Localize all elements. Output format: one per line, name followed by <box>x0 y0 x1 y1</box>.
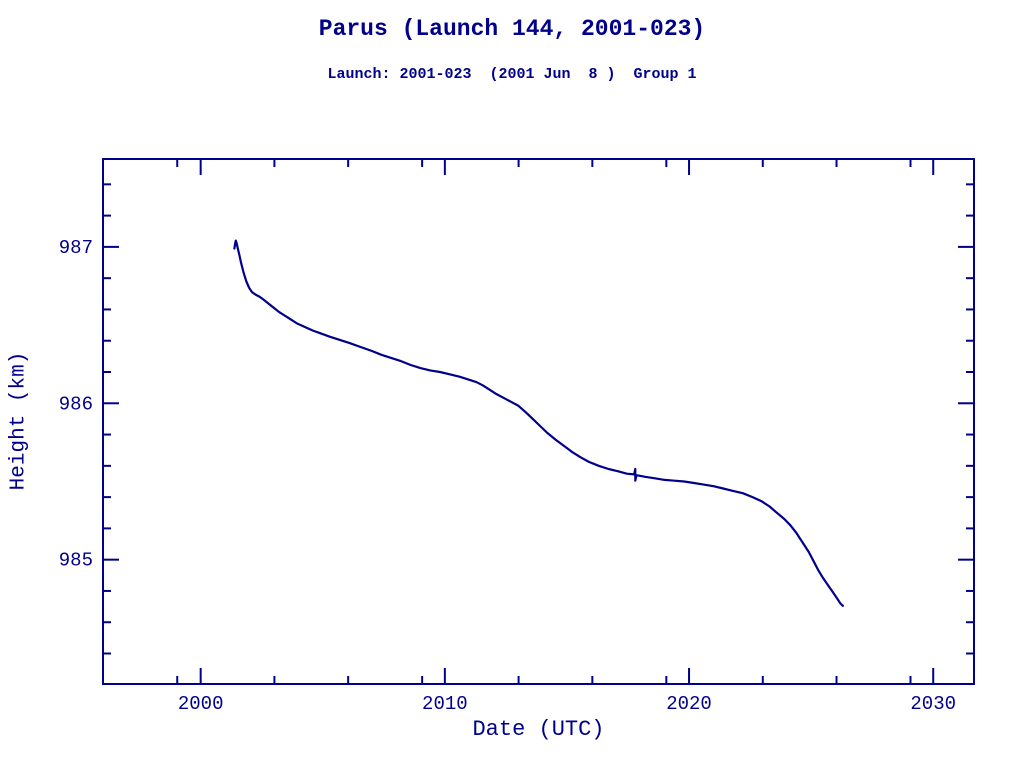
plot-frame <box>102 158 975 685</box>
y-tick-label: 985 <box>59 550 93 572</box>
x-tick-label: 2010 <box>422 693 468 715</box>
chart-title: Parus (Launch 144, 2001-023) <box>318 16 706 42</box>
y-tick-label: 986 <box>59 393 93 415</box>
x-axis-label: Date (UTC) <box>472 717 605 742</box>
x-tick-label: 2000 <box>178 693 224 715</box>
y-axis-label: Height (km) <box>7 351 31 491</box>
x-tick-label: 2030 <box>910 693 956 715</box>
height-curve <box>233 239 844 607</box>
x-tick-label: 2020 <box>666 693 712 715</box>
chart-subtitle: Launch: 2001-023 (2001 Jun 8 ) Group 1 <box>327 66 697 83</box>
y-tick-label: 987 <box>59 237 93 259</box>
